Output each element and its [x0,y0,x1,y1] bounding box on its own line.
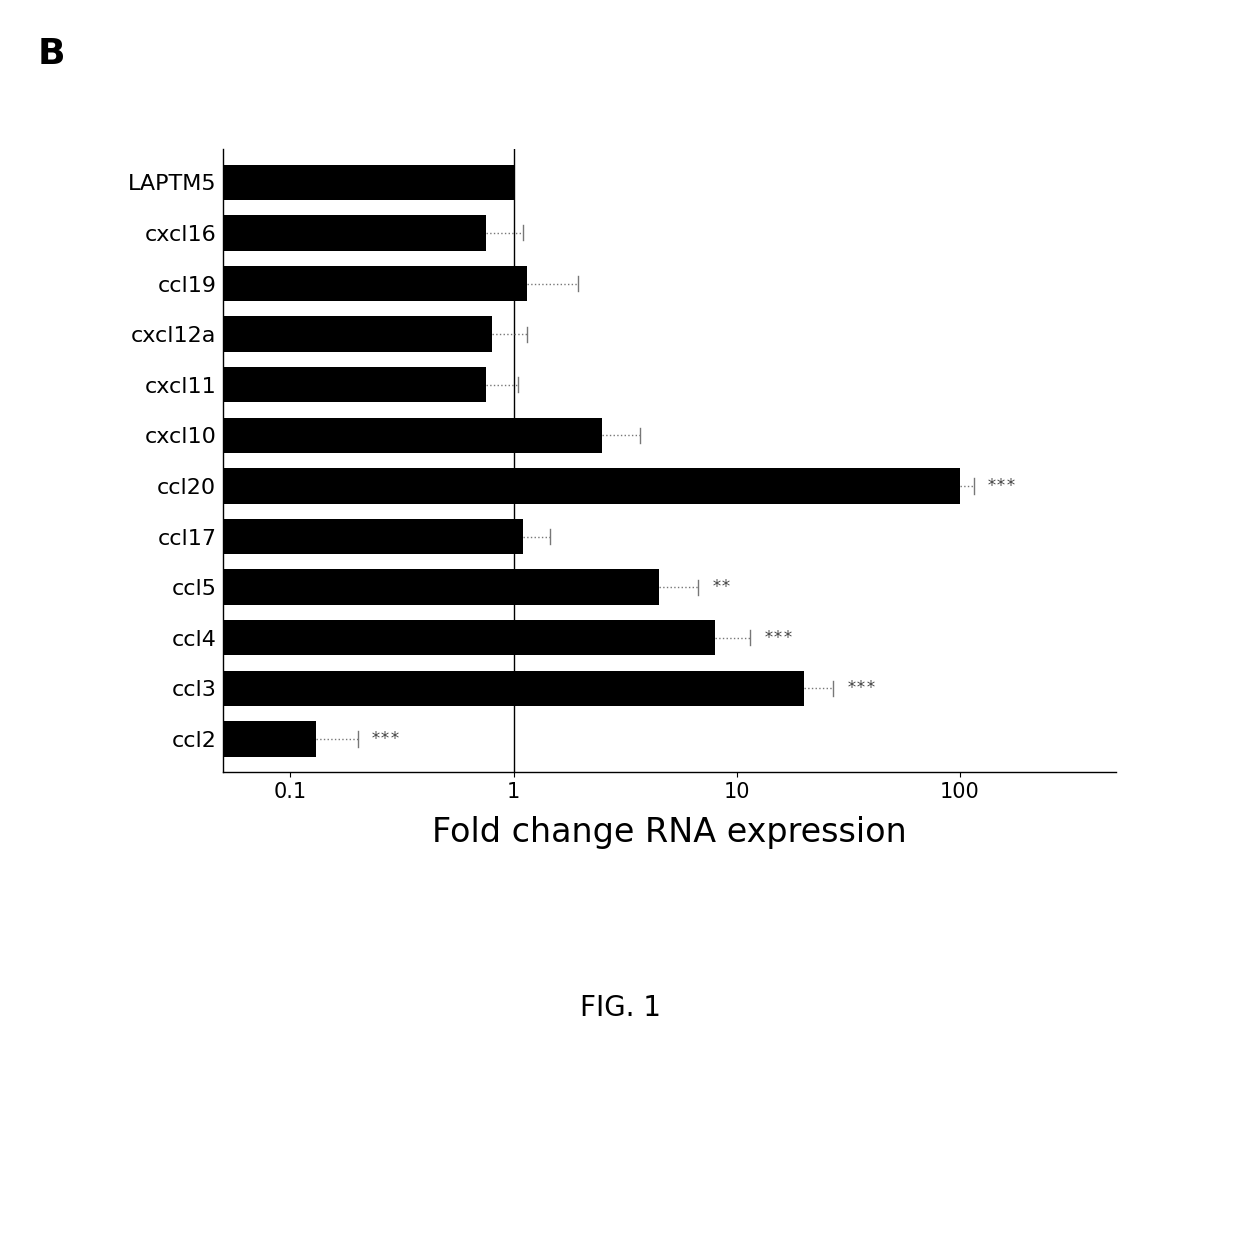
Bar [0,721,316,757]
Bar [0,569,660,605]
Text: FIG. 1: FIG. 1 [579,995,661,1022]
Bar [0,265,527,301]
Bar [0,620,715,656]
Text: ***: *** [987,477,1017,496]
Text: **: ** [712,578,732,596]
Bar [0,468,960,504]
Text: B: B [37,37,64,71]
Text: ***: *** [371,730,401,748]
Bar [0,367,486,402]
X-axis label: Fold change RNA expression: Fold change RNA expression [433,815,906,849]
Bar [0,671,804,706]
Bar [0,519,523,554]
Bar [0,215,486,250]
Text: ***: *** [847,680,877,697]
Bar [0,316,492,352]
Bar [0,164,513,200]
Bar [0,417,603,453]
Text: ***: *** [764,629,794,647]
